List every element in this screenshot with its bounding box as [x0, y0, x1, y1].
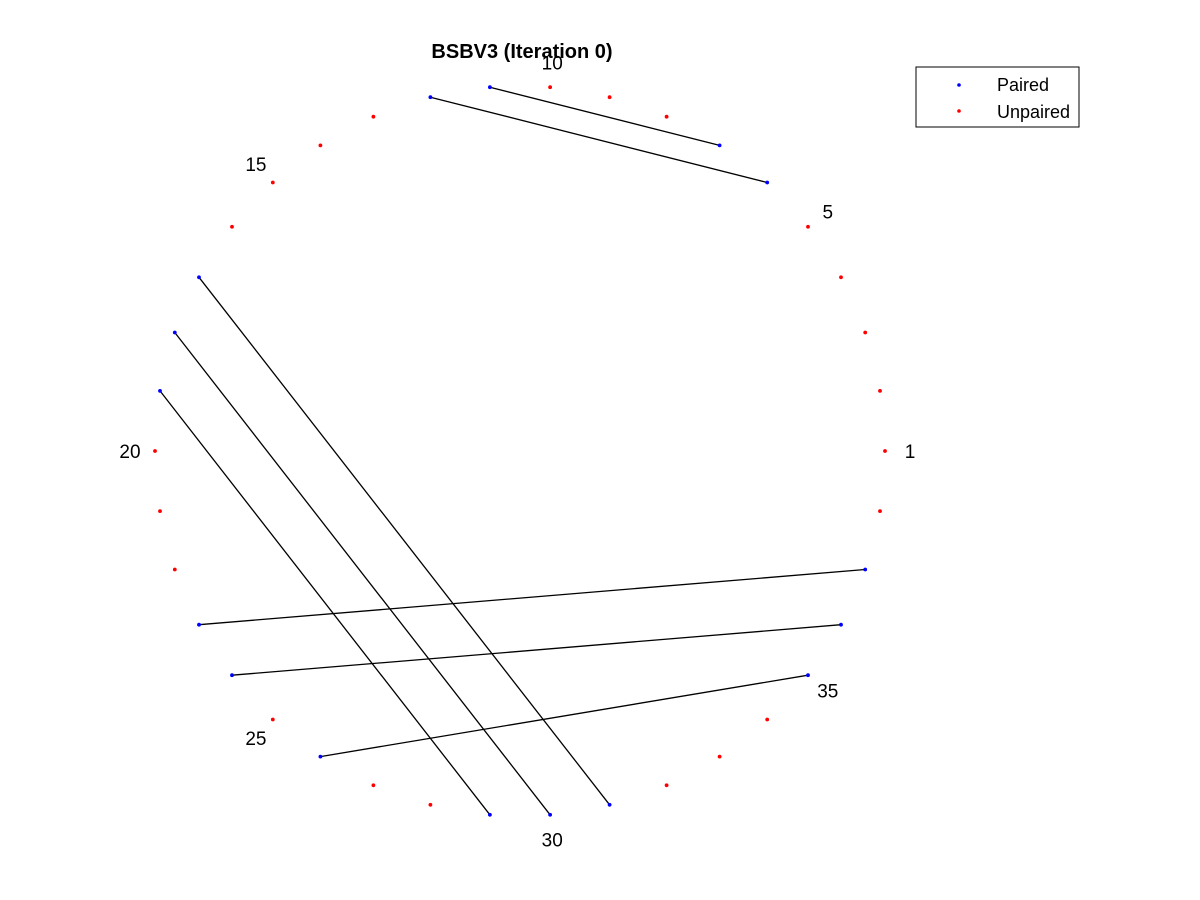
nodes [153, 85, 887, 817]
legend-paired-marker [957, 83, 961, 87]
unpaired-node-13 [371, 114, 376, 119]
index-label-1: 1 [905, 442, 916, 463]
legend-unpaired-label: Unpaired [997, 102, 1070, 122]
paired-node-35 [806, 673, 810, 678]
index-label-15: 15 [245, 155, 266, 176]
pair-line-19-29 [159, 390, 491, 816]
pair-line-18-30 [174, 332, 551, 816]
index-label-5: 5 [823, 203, 834, 224]
unpaired-node-33 [717, 754, 722, 759]
unpaired-node-3 [863, 330, 868, 335]
paired-node-29 [488, 812, 492, 817]
paired-node-36 [839, 622, 843, 627]
paired-node-31 [607, 802, 612, 807]
unpaired-node-22 [172, 567, 177, 572]
legend-unpaired-marker [957, 109, 961, 113]
unpaired-node-16 [230, 224, 234, 229]
unpaired-node-9 [607, 95, 612, 100]
paired-node-7 [717, 143, 722, 148]
paired-node-18 [172, 330, 177, 335]
unpaired-node-28 [428, 802, 433, 807]
index-label-30: 30 [542, 831, 563, 852]
paired-node-6 [765, 180, 770, 185]
pair-line-17-31 [198, 276, 611, 806]
pair-line-24-36 [231, 624, 842, 676]
legend: Paired Unpaired [915, 66, 1080, 128]
paired-node-23 [197, 622, 201, 627]
paired-node-24 [230, 673, 234, 678]
index-label-35: 35 [817, 682, 838, 703]
unpaired-node-1 [883, 449, 887, 453]
index-label-25: 25 [245, 729, 266, 750]
index-label-20: 20 [119, 442, 140, 463]
paired-node-11 [488, 85, 492, 90]
unpaired-node-5 [806, 224, 810, 229]
unpaired-node-10 [548, 85, 552, 90]
legend-box [915, 66, 1080, 128]
unpaired-node-15 [270, 180, 275, 185]
unpaired-node-38 [878, 509, 882, 513]
plot-title: BSBV3 (Iteration 0) [431, 41, 612, 63]
unpaired-node-27 [371, 783, 376, 788]
unpaired-node-25 [270, 717, 275, 722]
unpaired-node-21 [158, 509, 162, 513]
paired-node-30 [548, 812, 552, 817]
unpaired-node-4 [839, 275, 843, 280]
index-label-10: 10 [542, 53, 563, 74]
paired-node-19 [158, 389, 162, 393]
pair-line-7-11 [489, 86, 720, 147]
paired-node-17 [197, 275, 201, 280]
legend-paired-label: Paired [997, 75, 1049, 95]
unpaired-node-2 [878, 389, 882, 393]
unpaired-node-20 [153, 449, 157, 453]
pair-line-6-12 [430, 96, 768, 184]
pair-lines [159, 86, 866, 816]
pair-line-23-37 [198, 568, 866, 626]
unpaired-node-14 [318, 143, 323, 148]
paired-node-12 [428, 95, 433, 100]
unpaired-node-34 [765, 717, 770, 722]
paired-node-26 [318, 754, 323, 759]
pair-line-26-35 [320, 674, 809, 758]
unpaired-node-32 [664, 783, 669, 788]
unpaired-node-8 [664, 114, 669, 119]
paired-node-37 [863, 567, 868, 572]
